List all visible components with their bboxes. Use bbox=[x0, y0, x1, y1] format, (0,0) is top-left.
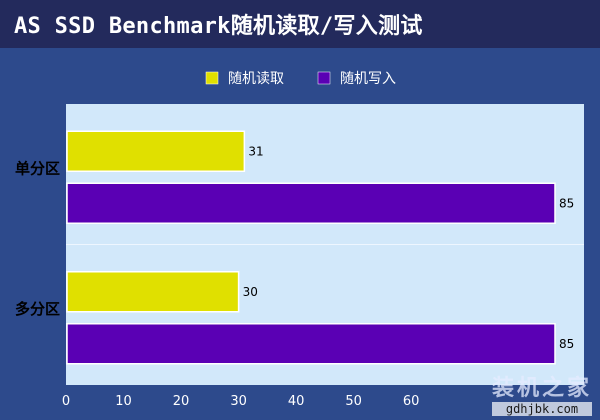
data-label-0-0: 31 bbox=[248, 144, 263, 158]
watermark-logo-text: 装机之家 bbox=[491, 376, 592, 401]
x-tick-4: 40 bbox=[288, 394, 305, 409]
bar-1-0 bbox=[66, 271, 240, 313]
x-tick-3: 30 bbox=[230, 394, 247, 409]
legend-label-1: 随机写入 bbox=[340, 71, 396, 87]
category-label-0: 单分区 bbox=[15, 159, 60, 177]
bar-0-0 bbox=[66, 130, 246, 172]
data-label-0-1: 85 bbox=[559, 196, 574, 210]
x-tick-1: 10 bbox=[115, 394, 132, 409]
title-bar: AS SSD Benchmark随机读取/写入测试 bbox=[0, 0, 600, 48]
data-label-1-0: 30 bbox=[243, 285, 258, 299]
chart-title: AS SSD Benchmark随机读取/写入测试 bbox=[14, 14, 423, 39]
x-tick-0: 0 bbox=[62, 394, 70, 409]
legend: 随机读取 随机写入 bbox=[205, 70, 396, 87]
legend-swatch-0 bbox=[205, 71, 219, 85]
x-tick-2: 20 bbox=[173, 394, 190, 409]
x-tick-6: 60 bbox=[403, 394, 420, 409]
data-label-1-1: 85 bbox=[559, 337, 574, 351]
bar-0-1 bbox=[66, 182, 556, 224]
watermark: 装机之家 gdhjbk.com bbox=[491, 370, 592, 416]
x-axis-ticks: 0 10 20 30 40 50 60 bbox=[62, 394, 420, 409]
legend-label-0: 随机读取 bbox=[228, 70, 284, 87]
category-label-1: 多分区 bbox=[15, 300, 60, 318]
legend-swatch-1 bbox=[317, 71, 331, 85]
bar-1-1 bbox=[66, 323, 556, 365]
x-tick-5: 50 bbox=[345, 394, 362, 409]
watermark-url: gdhjbk.com bbox=[491, 402, 592, 416]
bars: 31 85 30 85 bbox=[66, 130, 574, 365]
